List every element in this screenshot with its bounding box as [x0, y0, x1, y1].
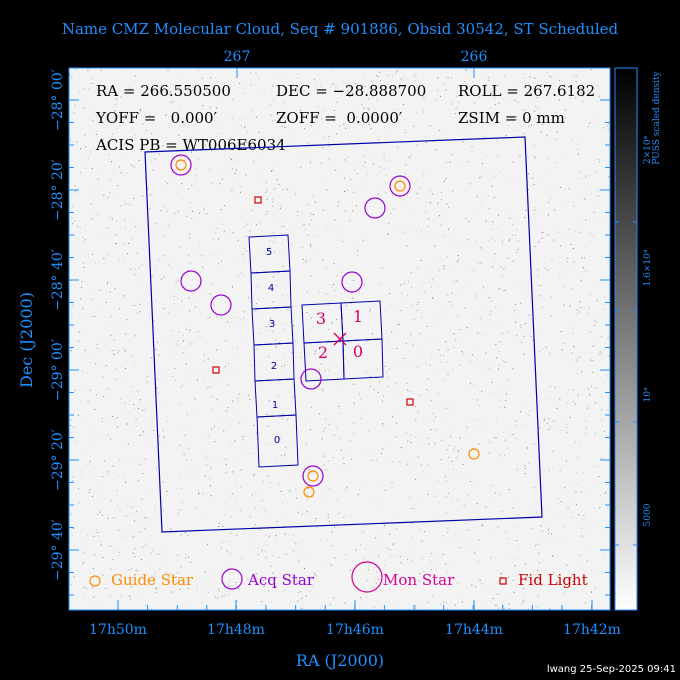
footer-timestamp: lwang 25-Sep-2025 09:41: [547, 664, 676, 675]
y-tick-label: −29° 00′: [50, 339, 66, 401]
acq-star: [170, 154, 192, 176]
guide-star: [303, 486, 315, 498]
y-tick-label: −28° 40′: [50, 249, 66, 311]
y-tick-label: −29° 40′: [50, 519, 66, 581]
plot-title: Name CMZ Molecular Cloud, Seq # 901886, …: [62, 20, 619, 38]
fid-light: [212, 366, 220, 374]
legend: Guide Star Acq Star Mon Star Fid Light: [89, 561, 588, 593]
tick-marks: [69, 68, 610, 610]
x-tick-labels: 17h50m 17h48m 17h46m 17h44m 17h42m: [89, 622, 621, 638]
legend-guide-label: Guide Star: [111, 571, 194, 589]
acis-s-chip-labels: 5 4 3 2 1 0: [266, 247, 280, 446]
x-axis-label: RA (J2000): [296, 651, 384, 670]
legend-acq-label: Acq Star: [247, 571, 315, 589]
x-tick-label: 17h42m: [563, 622, 621, 638]
acq-star: [302, 465, 324, 487]
acis-s-chip-label: 3: [269, 319, 275, 330]
colorbar-tick-label: 5000: [643, 503, 653, 526]
fid-light: [406, 398, 414, 406]
guide-stars: [175, 159, 480, 498]
acis-i-chip: [342, 338, 384, 380]
acq-stars: [170, 154, 411, 487]
info-ra: RA = 266.550500: [96, 82, 231, 100]
legend-fid-icon: [499, 577, 507, 585]
x-top-tick-label: 267: [224, 49, 251, 65]
aimpoint-marker: [333, 332, 347, 346]
acq-star: [389, 175, 411, 197]
y-tick-label: −28° 00′: [50, 69, 66, 131]
colorbar-label: PUSS scaled density: [652, 70, 662, 164]
pointing-info: RA = 266.550500 DEC = −28.888700 ROLL = …: [95, 82, 595, 154]
y-tick-label: −28° 20′: [50, 159, 66, 221]
guide-star: [394, 180, 406, 192]
plot-frame: [68, 67, 611, 611]
x-tick-label: 17h46m: [326, 622, 384, 638]
x-tick-label: 17h44m: [445, 622, 503, 638]
acis-i-chip-label: 0: [353, 342, 363, 361]
guide-star: [468, 448, 480, 460]
field-of-view: [144, 136, 543, 533]
legend-mon-label: Mon Star: [383, 571, 455, 589]
colorbar-ticks: [615, 221, 637, 546]
info-roll: ROLL = 267.6182: [458, 82, 595, 100]
y-axis-label: Dec (J2000): [17, 292, 36, 388]
acis-s-chip-label: 5: [266, 247, 272, 258]
acis-i-chip-label: 1: [353, 307, 363, 326]
fid-lights: [212, 196, 414, 406]
colorbar-tick-label: 1.6×10⁴: [643, 249, 653, 286]
legend-guide-icon: [89, 575, 101, 587]
acis-s-chips: [248, 234, 299, 468]
x-tick-label: 17h50m: [89, 622, 147, 638]
legend-acq-icon: [221, 568, 243, 590]
acis-s-chip-label: 2: [271, 361, 277, 372]
y-tick-labels: −28° 00′ −28° 20′ −28° 40′ −29° 00′ −29°…: [50, 69, 66, 581]
acis-s-chip: [256, 414, 299, 468]
colorbar-tick-label: 10⁴: [643, 387, 653, 402]
info-zsim: ZSIM = 0 mm: [458, 109, 565, 127]
acq-star: [180, 270, 202, 292]
acis-s-chip-label: 1: [272, 400, 278, 411]
x-tick-label: 17h48m: [207, 622, 265, 638]
acis-i-chip-label: 3: [316, 309, 326, 328]
guide-star: [307, 470, 319, 482]
info-acis-pb: ACIS PB = WT006E6034: [95, 136, 286, 154]
acis-i-chip-labels: 3 1 2 0: [316, 307, 363, 362]
legend-fid-label: Fid Light: [518, 571, 588, 589]
info-yoff: YOFF = 0.000′: [95, 109, 218, 127]
fid-light: [254, 196, 262, 204]
acis-i-chip-label: 2: [318, 343, 328, 362]
acis-i-chips: [301, 300, 384, 382]
background-noise: [69, 68, 610, 610]
acq-star: [210, 294, 232, 316]
acq-star: [364, 197, 386, 219]
info-zoff: ZOFF = 0.0000′: [276, 109, 403, 127]
colorbar: [614, 67, 638, 611]
acq-star: [341, 271, 363, 293]
guide-star: [175, 159, 187, 171]
acis-s-chip-label: 4: [268, 283, 274, 294]
legend-mon-icon: [351, 561, 383, 593]
y-tick-label: −29° 20′: [50, 429, 66, 491]
acq-star: [300, 368, 322, 390]
x-top-tick-label: 266: [461, 49, 488, 65]
colorbar-tick-label: 2×10⁴: [643, 135, 653, 164]
acis-s-chip-label: 0: [274, 435, 280, 446]
info-dec: DEC = −28.888700: [276, 82, 426, 100]
